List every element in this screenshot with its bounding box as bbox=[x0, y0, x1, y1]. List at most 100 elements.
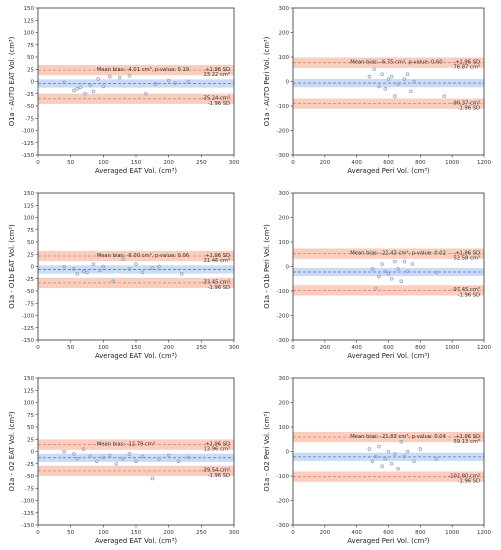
y-tick-label: -150 bbox=[22, 338, 35, 344]
upper-sd-label: +1.96 SD bbox=[455, 434, 480, 440]
x-tick-label: 1200 bbox=[477, 530, 491, 536]
x-tick-label: 50 bbox=[67, 345, 74, 351]
y-tick-label: -200 bbox=[277, 129, 290, 135]
y-tick-label: 25 bbox=[27, 67, 34, 73]
data-point-18 bbox=[186, 455, 191, 460]
data-point-15 bbox=[166, 78, 171, 83]
lower-sd-label: -1.96 SD bbox=[208, 101, 230, 107]
data-point-10 bbox=[399, 279, 404, 284]
data-point-4 bbox=[377, 444, 381, 449]
data-point-8 bbox=[389, 461, 394, 466]
upper-sd-label: +1.96 SD bbox=[205, 67, 230, 73]
data-point-9 bbox=[396, 82, 400, 86]
lower-loa-value: -102.80 cm³ bbox=[448, 474, 480, 480]
data-point-14 bbox=[412, 459, 416, 464]
mean-bias-annotation: Mean bias: -22.43 cm³, p-value: 0.02 bbox=[350, 250, 446, 256]
upper-loa-value: 23.22 cm³ bbox=[204, 72, 231, 78]
data-point-5 bbox=[383, 87, 388, 91]
y-axis-label: O1a - O2 EAT Vol. (cm³) bbox=[8, 411, 16, 491]
y-tick-label: -200 bbox=[277, 314, 290, 320]
y-tick-label: 300 bbox=[279, 6, 290, 12]
chart-panel-6: Mean bias: -21.83 cm³, p-value: 0.04 +1.9… bbox=[263, 376, 491, 545]
y-tick-label: -25 bbox=[25, 462, 34, 468]
x-tick-label: 1200 bbox=[477, 345, 491, 351]
x-axis-label: Averaged Peri Vol. (cm³) bbox=[347, 537, 429, 545]
y-tick-label: 100 bbox=[24, 401, 35, 407]
lower-sd-label: -1.96 SD bbox=[208, 285, 230, 291]
y-tick-label: 200 bbox=[279, 216, 290, 222]
y-tick-label: -125 bbox=[22, 326, 35, 332]
data-point-6 bbox=[386, 77, 391, 81]
mean-bias-annotation: Mean bias: -6.00 cm³, p-value: 0.06 bbox=[97, 253, 189, 259]
y-tick-label: -50 bbox=[25, 474, 34, 480]
y-tick-label: -125 bbox=[22, 511, 35, 517]
y-tick-label: 0 bbox=[286, 450, 290, 456]
data-point-10 bbox=[108, 74, 112, 79]
data-point-16 bbox=[179, 272, 184, 276]
data-point-4 bbox=[380, 72, 384, 76]
data-point-14 bbox=[442, 94, 447, 98]
x-axis-label: Averaged Peri Vol. (cm³) bbox=[347, 167, 429, 175]
y-tick-label: -25 bbox=[25, 277, 34, 283]
y-tick-label: -100 bbox=[277, 104, 290, 110]
mean-bias-annotation: Mean bias: -12.79 cm³ bbox=[97, 442, 155, 448]
x-tick-label: 200 bbox=[320, 345, 331, 351]
y-axis-label: O1a - O1b Peri Vol. (cm³) bbox=[263, 224, 271, 309]
y-tick-label: 75 bbox=[27, 413, 34, 419]
y-tick-label: 125 bbox=[24, 388, 35, 394]
y-tick-label: -75 bbox=[25, 486, 34, 492]
x-axis-label: Averaged EAT Vol. (cm³) bbox=[95, 352, 177, 360]
y-axis-label: O1a - O1b EAT Vol. (cm³) bbox=[8, 224, 16, 309]
data-point-2 bbox=[72, 267, 76, 271]
lower-loa-value: -97.45 cm³ bbox=[452, 287, 480, 293]
data-point-1 bbox=[62, 80, 66, 85]
data-point-11 bbox=[402, 259, 407, 264]
y-tick-label: -150 bbox=[22, 153, 35, 159]
data-point-12 bbox=[127, 73, 132, 78]
x-tick-label: 300 bbox=[229, 160, 240, 166]
data-point-12 bbox=[134, 459, 138, 464]
data-point-2 bbox=[372, 67, 376, 72]
data-point-12 bbox=[408, 89, 413, 94]
y-tick-label: -300 bbox=[277, 153, 290, 159]
data-point-8 bbox=[96, 77, 100, 81]
data-point-14 bbox=[153, 82, 158, 86]
data-point-10 bbox=[121, 457, 125, 461]
y-tick-label: 75 bbox=[27, 43, 34, 49]
upper-loa-value: 21.46 cm³ bbox=[204, 258, 231, 264]
data-point-7 bbox=[386, 449, 391, 454]
data-point-7 bbox=[91, 89, 96, 94]
data-point-9 bbox=[114, 461, 119, 466]
y-tick-label: 75 bbox=[27, 228, 34, 234]
data-point-17 bbox=[176, 459, 181, 464]
x-tick-label: 200 bbox=[320, 160, 331, 166]
mean-bias-annotation: Mean bias: -4.01 cm³, p-value: 0.19 bbox=[97, 67, 189, 73]
y-tick-label: -50 bbox=[25, 289, 34, 295]
y-tick-label: 100 bbox=[24, 216, 35, 222]
x-tick-label: 200 bbox=[163, 345, 174, 351]
x-tick-label: 200 bbox=[163, 160, 174, 166]
data-point-7 bbox=[101, 455, 106, 460]
y-tick-label: 125 bbox=[24, 203, 35, 209]
y-tick-label: -150 bbox=[22, 523, 35, 529]
x-tick-label: 100 bbox=[98, 160, 109, 166]
x-tick-label: 200 bbox=[320, 530, 331, 536]
upper-sd-label: +1.96 SD bbox=[205, 253, 230, 259]
plot-background bbox=[293, 193, 484, 340]
upper-sd-label: +1.96 SD bbox=[455, 60, 480, 66]
x-tick-label: 400 bbox=[351, 530, 362, 536]
data-point-4 bbox=[380, 262, 384, 266]
data-point-3 bbox=[377, 274, 381, 279]
y-tick-label: -100 bbox=[22, 129, 35, 135]
data-point-2 bbox=[373, 286, 378, 291]
data-point-11 bbox=[399, 439, 404, 444]
y-tick-label: 150 bbox=[24, 6, 35, 12]
data-point-15 bbox=[157, 457, 161, 461]
data-point-7 bbox=[389, 74, 394, 79]
y-axis-label: O1a - AUTO EAT Vol. (cm³) bbox=[8, 36, 16, 126]
y-tick-label: 100 bbox=[24, 31, 35, 37]
y-tick-label: 150 bbox=[24, 376, 35, 382]
y-tick-label: 25 bbox=[27, 437, 34, 443]
y-tick-label: 150 bbox=[24, 191, 35, 197]
data-point-14 bbox=[150, 476, 155, 481]
